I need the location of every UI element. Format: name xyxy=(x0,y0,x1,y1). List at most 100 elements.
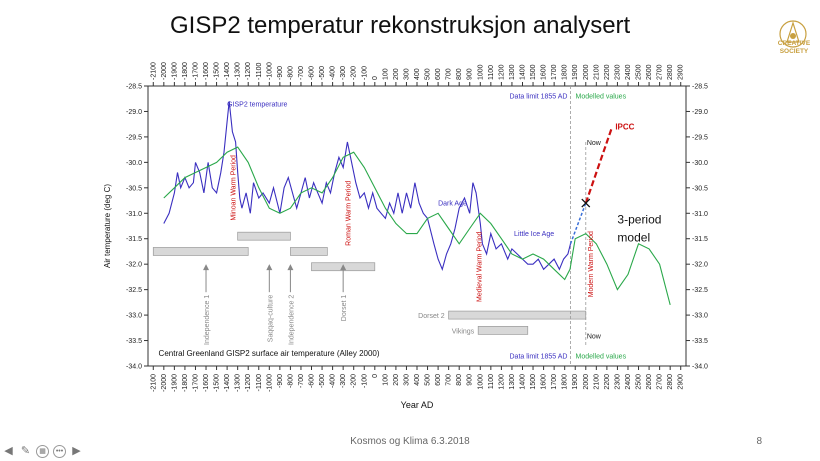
culture-label-vikings: Vikings xyxy=(452,328,475,335)
y-tick-label: -30.5 xyxy=(126,185,142,192)
y-tick-label-right: -28.5 xyxy=(692,84,708,91)
x-tick-label-top: -600 xyxy=(309,66,316,80)
x-tick-label: 800 xyxy=(456,374,463,386)
x-tick-label: -1300 xyxy=(235,374,242,392)
roman-label: Roman Warm Period xyxy=(346,181,353,246)
x-tick-label-top: 2700 xyxy=(657,64,664,80)
modern-label: Modern Warm Period xyxy=(588,231,595,297)
x-tick-label-top: -1900 xyxy=(171,62,178,80)
x-tick-label: 1500 xyxy=(530,374,537,390)
culture-bar-independence1 xyxy=(152,247,249,256)
page-number: 8 xyxy=(756,436,762,447)
x-tick-label: 100 xyxy=(382,374,389,386)
x-tick-label: 2000 xyxy=(583,374,590,390)
culture-bar-vikings xyxy=(477,326,529,335)
x-tick-label-top: 1900 xyxy=(572,64,579,80)
x-tick-label-top: 2100 xyxy=(593,64,600,80)
culture-label-independence1: Independence 1 xyxy=(204,295,211,345)
x-tick-label-top: 1800 xyxy=(562,64,569,80)
y-tick-label-right: -33.0 xyxy=(692,313,708,320)
y-tick-label: -28.5 xyxy=(126,84,142,91)
x-tick-label: 0 xyxy=(372,374,379,378)
x-tick-label: -1600 xyxy=(203,374,210,392)
y-tick-label: -31.0 xyxy=(126,211,142,218)
logo-line1: CREATIVE xyxy=(777,40,811,47)
x-tick-label-top: 1400 xyxy=(519,64,526,80)
previous-arrow-icon[interactable]: ◀ xyxy=(4,445,13,457)
next-arrow-icon[interactable]: ▶ xyxy=(72,445,81,457)
x-tick-label: 1700 xyxy=(551,374,558,390)
x-tick-label-top: -1700 xyxy=(192,62,199,80)
x-tick-label-top: 100 xyxy=(382,68,389,80)
x-tick-label: 1400 xyxy=(519,374,526,390)
more-options-icon[interactable]: ••• xyxy=(53,445,66,458)
x-tick-label: 2900 xyxy=(678,374,685,390)
x-tick-label: 1000 xyxy=(477,374,484,390)
x-tick-label-top: -500 xyxy=(319,66,326,80)
y-tick-label: -33.5 xyxy=(126,338,142,345)
culture-label-independence2: Independence 2 xyxy=(288,295,295,345)
x-tick-label: 1600 xyxy=(541,374,548,390)
x-tick-label-top: -2000 xyxy=(161,62,168,80)
chart-title: Central Greenland GISP2 surface air temp… xyxy=(159,349,380,358)
culture-label-saqqaq: Saqqaq-culture xyxy=(267,295,274,343)
pen-icon[interactable]: ✎ xyxy=(20,445,31,457)
culture-bar-independence2 xyxy=(290,247,328,256)
modelled-bottom-label: Modelled values xyxy=(575,353,626,360)
x-tick-label: -2100 xyxy=(150,374,157,392)
y-tick-label: -32.5 xyxy=(126,287,142,294)
x-tick-label: 900 xyxy=(467,374,474,386)
x-tick-label-top: 2800 xyxy=(667,64,674,80)
x-tick-label-top: 800 xyxy=(456,68,463,80)
now-marker-icon xyxy=(581,198,591,208)
y-tick-label-right: -34.0 xyxy=(692,364,708,371)
x-tick-label: 700 xyxy=(446,374,453,386)
y-axis-label: Air temperature (deg C) xyxy=(103,184,112,268)
arrow-head-icon xyxy=(266,264,273,271)
model-label-line1: 3-period xyxy=(617,212,661,226)
x-tick-label-top: -200 xyxy=(351,66,358,80)
creative-society-logo-icon xyxy=(779,20,807,48)
x-tick-label-top: 1700 xyxy=(551,64,558,80)
plot-frame xyxy=(147,85,687,367)
x-tick-label: -1200 xyxy=(245,374,252,392)
x-tick-label-top: 2500 xyxy=(636,64,643,80)
x-tick-label: 2500 xyxy=(636,374,643,390)
x-tick-label-top: 1100 xyxy=(488,65,495,80)
logo-text: CREATIVE SOCIETY xyxy=(768,40,820,56)
y-tick-label: -31.5 xyxy=(126,236,142,243)
gisp2-series-label: GISP2 temperature xyxy=(227,101,287,108)
culture-bar-dorset1 xyxy=(311,262,376,272)
x-tick-label: 1900 xyxy=(572,374,579,390)
now-top-label: Now xyxy=(587,140,602,147)
now-bottom-label: Now xyxy=(587,333,602,340)
x-tick-label-top: -800 xyxy=(287,66,294,80)
x-tick-label-top: 0 xyxy=(372,76,379,80)
x-tick-label-top: -1100 xyxy=(256,63,263,80)
x-tick-label: 1200 xyxy=(498,374,505,390)
x-tick-label: -200 xyxy=(351,374,358,388)
x-tick-label: -1700 xyxy=(192,374,199,392)
y-tick-label-right: -32.0 xyxy=(692,262,708,269)
logo-line2: SOCIETY xyxy=(779,48,809,55)
x-tick-label: 2800 xyxy=(667,374,674,390)
slides-grid-icon[interactable]: ▦ xyxy=(36,445,49,458)
x-tick-label: 200 xyxy=(393,374,400,386)
x-tick-label-top: 200 xyxy=(393,68,400,80)
x-tick-label: -1100 xyxy=(256,374,263,391)
x-tick-label-top: 2900 xyxy=(678,64,685,80)
culture-bar-saqqaq xyxy=(237,231,291,241)
arrow-head-icon xyxy=(203,264,210,271)
x-tick-label: 2100 xyxy=(593,374,600,390)
x-tick-label: -1500 xyxy=(214,374,221,392)
x-tick-label-top: 300 xyxy=(403,68,410,80)
x-tick-label: -400 xyxy=(330,374,337,388)
medieval-label: Medieval Warm Period xyxy=(476,231,483,302)
arrow-head-icon xyxy=(287,264,294,271)
x-tick-label-top: 700 xyxy=(446,68,453,80)
x-tick-label: -2000 xyxy=(161,374,168,392)
culture-bar-dorset2 xyxy=(448,310,587,320)
x-tick-label-top: 2300 xyxy=(614,64,621,80)
y-tick-label: -30.0 xyxy=(126,160,142,167)
